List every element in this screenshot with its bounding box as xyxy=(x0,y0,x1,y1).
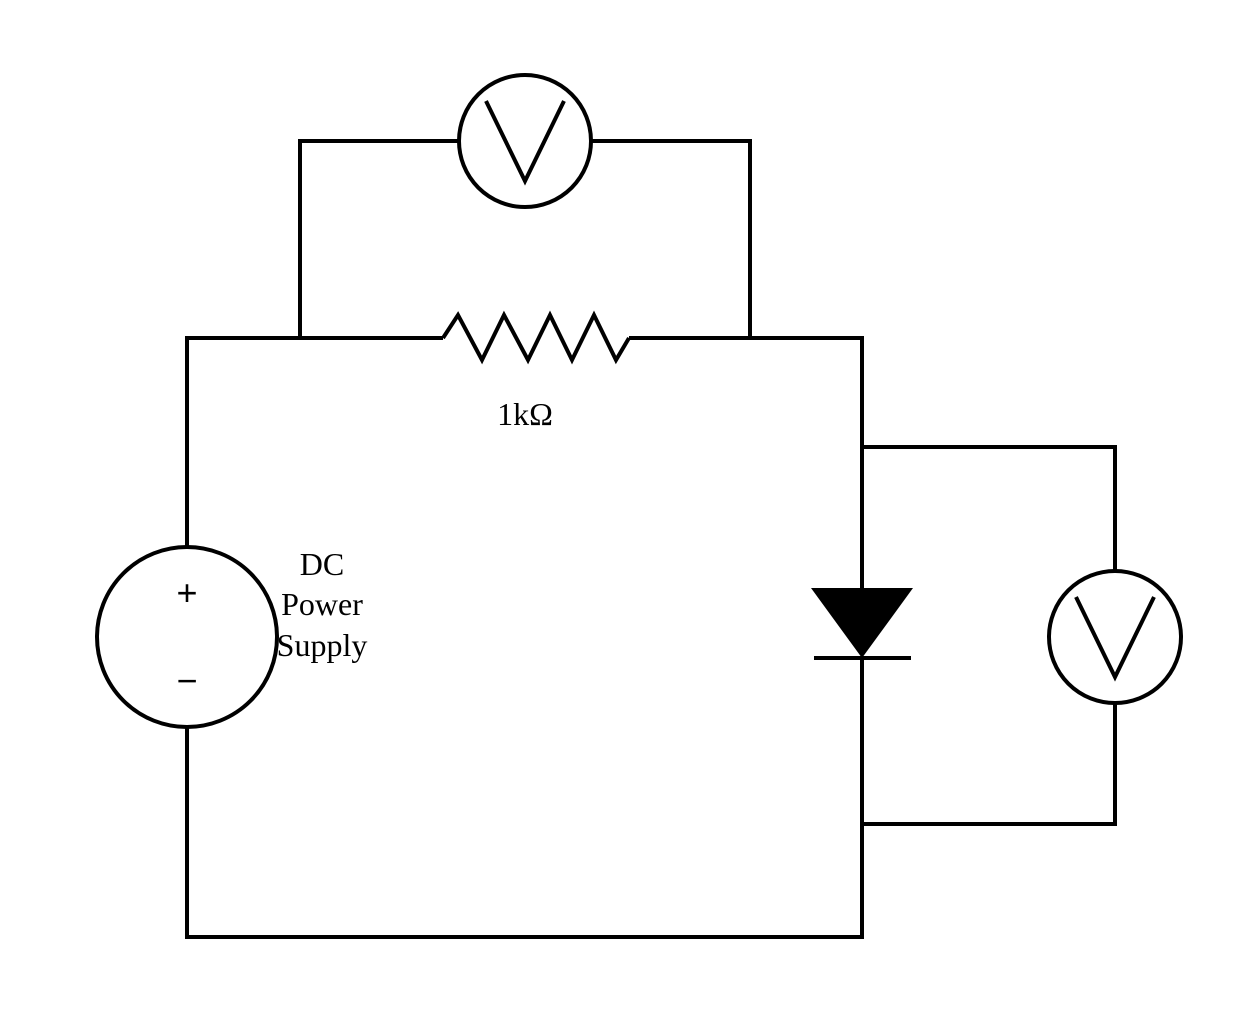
wire-bottom-loop xyxy=(185,658,864,939)
plus-sign-icon: + xyxy=(176,572,197,613)
power-supply-label-line-1: DC xyxy=(300,546,344,582)
voltmeter-diode-circle xyxy=(1047,569,1183,705)
dc-power-supply: + − DC Power Supply xyxy=(95,545,368,729)
voltmeter-resistor xyxy=(298,73,752,338)
voltmeter-resistor-v-icon xyxy=(484,100,566,186)
voltmeter-diode xyxy=(862,445,1183,826)
voltmeter-resistor-circle xyxy=(457,73,593,209)
voltmeter-diode-lead-bottom xyxy=(862,703,1117,826)
power-supply-circle xyxy=(95,545,279,729)
diode-icon xyxy=(811,588,913,658)
power-supply-label-line-3: Supply xyxy=(277,627,368,663)
power-supply-label-line-2: Power xyxy=(281,586,363,622)
voltmeter-resistor-lead-left xyxy=(298,139,459,338)
voltmeter-diode-v-icon xyxy=(1074,596,1156,682)
wire-top-right xyxy=(629,336,864,588)
voltmeter-diode-lead-top xyxy=(862,445,1117,571)
wire-left-top xyxy=(185,336,443,548)
resistor: 1kΩ xyxy=(441,310,631,432)
minus-sign-icon: − xyxy=(176,660,197,701)
resistor-value-label: 1kΩ xyxy=(497,396,553,432)
voltmeter-resistor-lead-right xyxy=(591,139,752,338)
resistor-zigzag-icon xyxy=(441,310,631,365)
diode xyxy=(811,588,913,660)
